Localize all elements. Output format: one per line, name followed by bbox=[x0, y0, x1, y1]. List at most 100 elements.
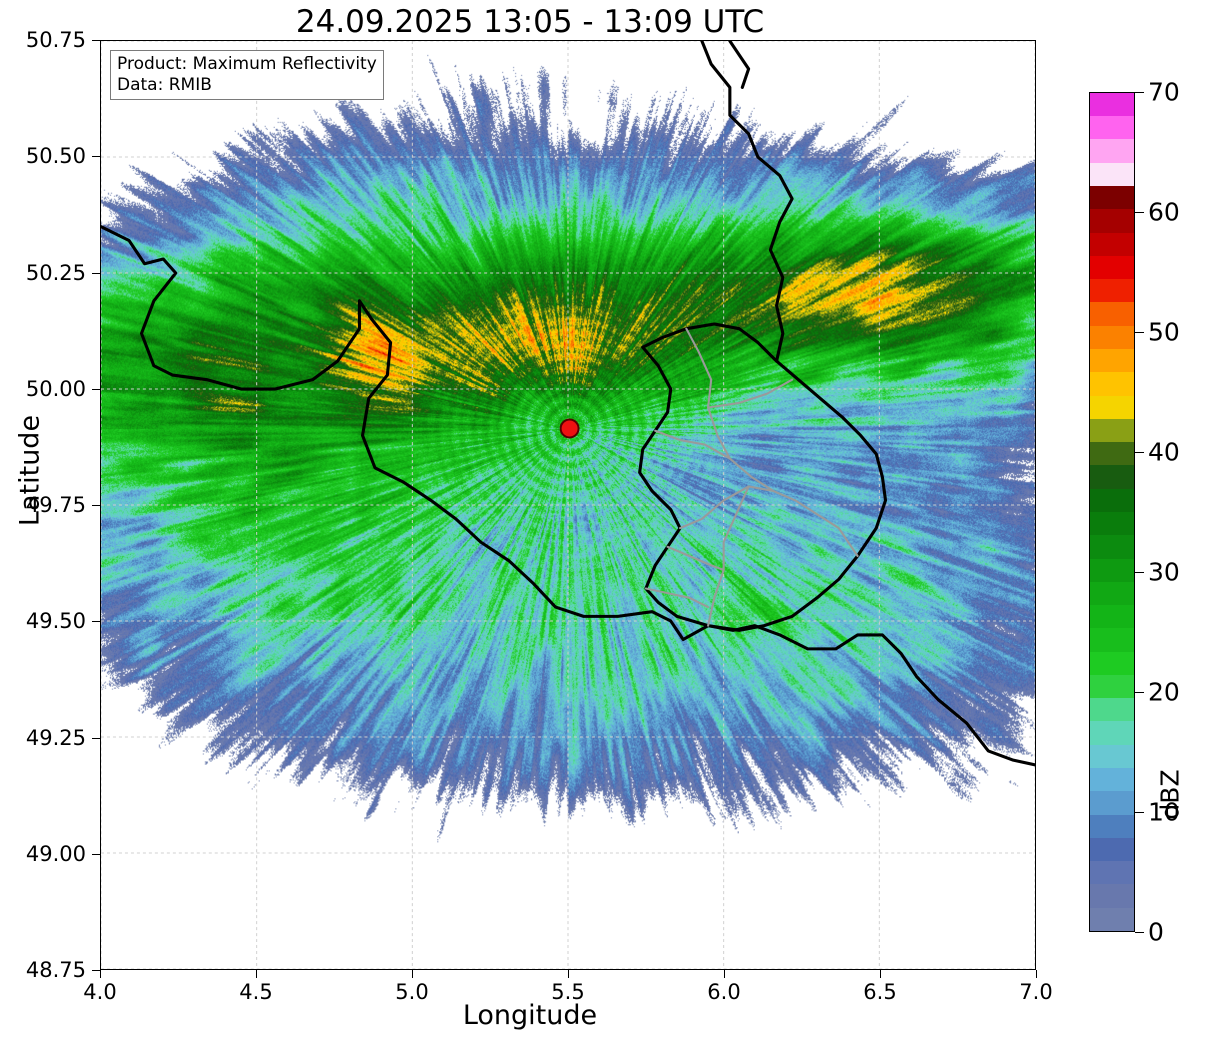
colorbar-band bbox=[1090, 465, 1134, 489]
colorbar-tick-label: 10 bbox=[1148, 797, 1180, 827]
colorbar-band bbox=[1090, 325, 1134, 349]
colorbar-tick-label: 40 bbox=[1148, 437, 1180, 467]
y-tick-label: 49.00 bbox=[25, 841, 86, 866]
gridlines bbox=[101, 41, 1035, 969]
y-tick bbox=[92, 737, 100, 739]
colorbar-tick-label: 70 bbox=[1148, 77, 1180, 107]
product-info-line2: Data: RMIB bbox=[117, 74, 212, 95]
colorbar-tick bbox=[1135, 452, 1144, 453]
colorbar-band bbox=[1090, 837, 1134, 862]
colorbar-band bbox=[1090, 92, 1134, 117]
colorbar-band bbox=[1090, 186, 1134, 210]
border-path bbox=[679, 485, 775, 530]
x-tick bbox=[724, 970, 725, 978]
colorbar-band bbox=[1090, 907, 1134, 931]
colorbar-band bbox=[1090, 558, 1134, 582]
colorbar-tick bbox=[1135, 572, 1144, 573]
colorbar-band bbox=[1090, 372, 1134, 396]
x-tick bbox=[1036, 970, 1037, 978]
border-path bbox=[707, 485, 750, 627]
colorbar-band bbox=[1090, 139, 1134, 163]
colorbar-tick-label: 60 bbox=[1148, 197, 1180, 227]
colorbar-tick-label: 50 bbox=[1148, 317, 1180, 347]
colorbar-band bbox=[1090, 581, 1134, 606]
y-tick bbox=[92, 156, 100, 158]
radar-site-marker[interactable] bbox=[101, 41, 1035, 969]
colorbar-band bbox=[1090, 209, 1134, 233]
border-path bbox=[794, 499, 859, 558]
colorbar-band bbox=[1090, 884, 1134, 908]
border-path bbox=[654, 429, 731, 460]
x-tick-label: 4.5 bbox=[239, 980, 273, 1004]
y-tick bbox=[92, 388, 100, 390]
colorbar-label: dBZ bbox=[1155, 769, 1185, 820]
border-path bbox=[644, 587, 710, 609]
border-path bbox=[666, 545, 725, 572]
radar-site-dot[interactable] bbox=[559, 418, 580, 439]
border-path bbox=[101, 225, 1035, 767]
colorbar-band bbox=[1090, 348, 1134, 373]
colorbar-tick bbox=[1135, 212, 1144, 213]
product-info-box: Product: Maximum Reflectivity Data: RMIB bbox=[110, 50, 384, 101]
x-tick-label: 7.0 bbox=[1019, 980, 1053, 1004]
y-tick-label: 50.00 bbox=[25, 376, 86, 401]
border-path bbox=[728, 41, 751, 89]
product-info-line1: Product: Maximum Reflectivity bbox=[117, 54, 377, 74]
colorbar-band bbox=[1090, 162, 1134, 186]
y-tick bbox=[92, 505, 100, 506]
border-path bbox=[685, 327, 797, 502]
y-tick-label: 49.25 bbox=[25, 725, 86, 750]
colorbar-band bbox=[1090, 232, 1134, 256]
colorbar-tick bbox=[1135, 812, 1144, 813]
colorbar-tick bbox=[1135, 932, 1144, 933]
colorbar-band bbox=[1090, 442, 1134, 466]
y-tick-label: 48.75 bbox=[25, 958, 86, 982]
colorbar-band bbox=[1090, 395, 1134, 419]
y-tick bbox=[92, 621, 100, 623]
colorbar-band bbox=[1090, 791, 1134, 815]
colorbar-band bbox=[1090, 488, 1134, 512]
colorbar-band bbox=[1090, 279, 1134, 303]
x-tick bbox=[880, 970, 881, 978]
colorbar-band bbox=[1090, 651, 1134, 675]
colorbar-tick-label: 30 bbox=[1148, 557, 1180, 587]
y-tick-label: 50.75 bbox=[25, 28, 86, 52]
y-tick bbox=[92, 40, 100, 41]
colorbar-band bbox=[1090, 674, 1134, 699]
colorbar-band bbox=[1090, 768, 1134, 792]
country-borders-overlay bbox=[101, 41, 1035, 767]
border-path bbox=[707, 378, 794, 409]
y-tick-label: 50.50 bbox=[25, 144, 86, 169]
y-tick-label: 49.50 bbox=[25, 609, 86, 634]
colorbar-gradient bbox=[1089, 92, 1135, 932]
y-tick bbox=[92, 970, 100, 971]
x-tick-label: 4.0 bbox=[83, 980, 117, 1004]
x-axis-label: Longitude bbox=[462, 1000, 598, 1031]
y-tick-label: 50.25 bbox=[25, 260, 86, 285]
colorbar-tick bbox=[1135, 692, 1144, 693]
colorbar-band bbox=[1090, 605, 1134, 629]
x-tick bbox=[412, 970, 413, 978]
colorbar-band bbox=[1090, 255, 1134, 280]
x-tick bbox=[568, 970, 569, 978]
colorbar-band bbox=[1090, 721, 1134, 745]
colorbar-tick bbox=[1135, 92, 1144, 93]
colorbar-tick bbox=[1135, 332, 1144, 333]
radar-plot-area[interactable] bbox=[100, 40, 1036, 970]
colorbar-tick-label: 20 bbox=[1148, 677, 1180, 707]
x-tick-label: 6.5 bbox=[863, 980, 897, 1004]
colorbar-tick-label: 0 bbox=[1148, 917, 1164, 947]
x-tick-label: 5.5 bbox=[551, 980, 585, 1004]
colorbar-band bbox=[1090, 861, 1134, 885]
x-tick bbox=[256, 970, 257, 978]
page-title: 24.09.2025 13:05 - 13:09 UTC bbox=[295, 4, 765, 40]
colorbar-band bbox=[1090, 511, 1134, 536]
colorbar-band bbox=[1090, 628, 1134, 652]
colorbar-band bbox=[1090, 116, 1134, 140]
border-path bbox=[700, 41, 794, 363]
colorbar[interactable] bbox=[1089, 92, 1135, 932]
y-tick bbox=[92, 853, 100, 855]
y-tick-label: 49.75 bbox=[25, 493, 86, 517]
x-tick-label: 5.0 bbox=[395, 980, 429, 1004]
